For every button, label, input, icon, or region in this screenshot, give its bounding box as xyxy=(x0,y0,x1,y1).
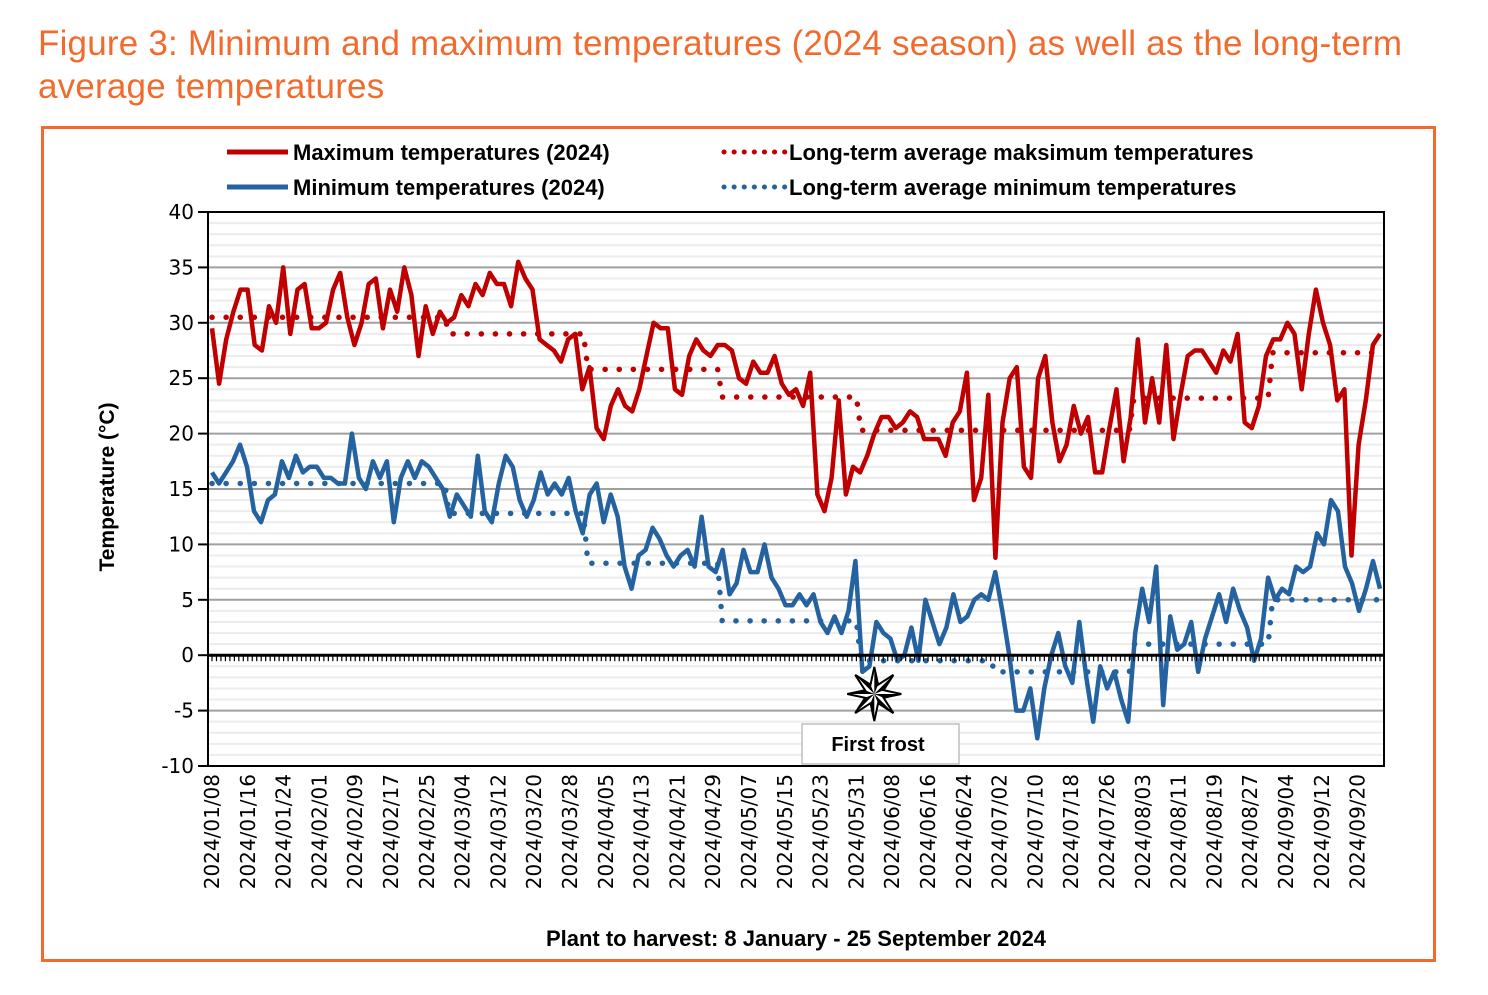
x-tick-label: 2024/02/17 xyxy=(379,774,403,889)
star-facet xyxy=(874,667,879,694)
x-tick-label: 2024/06/24 xyxy=(952,774,976,889)
x-tick-label: 2024/02/01 xyxy=(307,774,331,889)
legend: Maximum temperatures (2024) Long-term av… xyxy=(227,140,1254,200)
star-facet xyxy=(870,693,875,721)
legend-item-lt-max: Long-term average maksimum temperatures xyxy=(721,140,1254,165)
legend-item-lt-min: Long-term average minimum temperatures xyxy=(721,175,1236,200)
x-tick-label: 2024/05/23 xyxy=(809,774,833,889)
x-tick-label: 2024/05/31 xyxy=(844,774,868,889)
x-tick-label: 2024/08/03 xyxy=(1131,774,1155,889)
legend-item-max: Maximum temperatures (2024) xyxy=(227,140,610,165)
x-tick-label: 2024/07/10 xyxy=(1023,774,1047,889)
x-tick-label: 2024/03/12 xyxy=(486,774,510,889)
x-tick-label: 2024/04/29 xyxy=(701,774,725,889)
legend-label-max: Maximum temperatures (2024) xyxy=(293,140,610,165)
y-tick-label: 25 xyxy=(169,366,194,390)
y-axis-label: Temperature (°C) xyxy=(96,402,119,571)
x-tick-label: 2024/09/20 xyxy=(1346,774,1370,889)
gridlines xyxy=(208,211,1384,767)
x-tick-label: 2024/02/09 xyxy=(343,774,367,889)
y-tick-label: 35 xyxy=(169,255,194,279)
x-tick-label: 2024/04/13 xyxy=(630,774,654,889)
star-facet xyxy=(874,693,902,698)
y-tick-label: -5 xyxy=(174,699,194,723)
star-facet xyxy=(847,690,875,694)
first-frost-label: First frost xyxy=(831,734,925,756)
y-tick-label: 40 xyxy=(169,200,194,224)
x-tick-label: 2024/05/07 xyxy=(737,774,761,889)
x-tick-label: 2024/09/12 xyxy=(1310,774,1334,889)
first-frost-annotation: First frost xyxy=(801,666,960,765)
x-tick-label: 2024/06/08 xyxy=(880,774,904,889)
x-tick-label: 2024/03/28 xyxy=(558,774,582,889)
y-tick-label: 30 xyxy=(169,311,194,335)
legend-item-min: Minimum temperatures (2024) xyxy=(227,175,605,200)
x-tick-label: 2024/08/11 xyxy=(1167,774,1191,889)
star-facet xyxy=(855,693,875,714)
chart-frame xyxy=(41,126,1436,962)
x-tick-label: 2024/07/02 xyxy=(988,774,1012,889)
star-facet xyxy=(855,674,875,694)
x-tick-label: 2024/05/15 xyxy=(773,774,797,889)
x-tick-label: 2024/01/08 xyxy=(200,774,224,889)
x-tick-label: 2024/06/16 xyxy=(916,774,940,889)
first-frost-label-box xyxy=(801,723,960,765)
y-tick-label: 10 xyxy=(169,532,194,556)
series-dotted-1 xyxy=(209,314,1383,434)
series-dotted-3 xyxy=(209,480,1383,675)
y-axis-ticks: 40 35 30 25 20 15 10 5 0 -5 -10 xyxy=(161,200,208,778)
y-tick-label: 0 xyxy=(181,643,194,667)
legend-label-lt-min: Long-term average minimum temperatures xyxy=(789,175,1236,200)
x-tick-label: 2024/08/19 xyxy=(1202,774,1226,889)
series-line-0 xyxy=(209,259,1382,560)
y-tick-label: 5 xyxy=(181,588,194,612)
figure-title: Figure 3: Minimum and maximum temperatur… xyxy=(38,24,1403,106)
legend-label-lt-max: Long-term average maksimum temperatures xyxy=(789,140,1254,165)
x-tick-label: 2024/09/04 xyxy=(1274,774,1298,889)
x-axis-label: Plant to harvest: 8 January - 25 Septemb… xyxy=(546,926,1047,951)
star-facet xyxy=(874,693,894,714)
x-tick-label: 2024/03/20 xyxy=(522,774,546,889)
y-tick-label: 15 xyxy=(169,477,194,501)
x-tick-label: 2024/07/18 xyxy=(1059,774,1083,889)
x-tick-label: 2024/03/04 xyxy=(451,774,475,889)
x-axis-ticks: 2024/01/08 2024/01/16 2024/01/24 2024/02/01… xyxy=(200,774,1370,889)
y-tick-label: -10 xyxy=(161,754,194,778)
x-tick-label: 2024/02/25 xyxy=(415,774,439,889)
series-line-2 xyxy=(210,431,1383,741)
frost-star-icon xyxy=(847,666,902,722)
x-tick-label: 2024/08/27 xyxy=(1238,774,1262,889)
x-tick-label: 2024/01/16 xyxy=(236,774,260,889)
star-facet xyxy=(874,674,894,694)
x-tick-label: 2024/01/24 xyxy=(272,774,296,889)
x-tick-label: 2024/04/05 xyxy=(594,774,618,889)
series-layer xyxy=(209,259,1383,741)
y-tick-label: 20 xyxy=(169,422,194,446)
legend-label-min: Minimum temperatures (2024) xyxy=(293,175,605,200)
x-tick-label: 2024/04/21 xyxy=(665,774,689,889)
x-tick-label: 2024/07/26 xyxy=(1095,774,1119,889)
